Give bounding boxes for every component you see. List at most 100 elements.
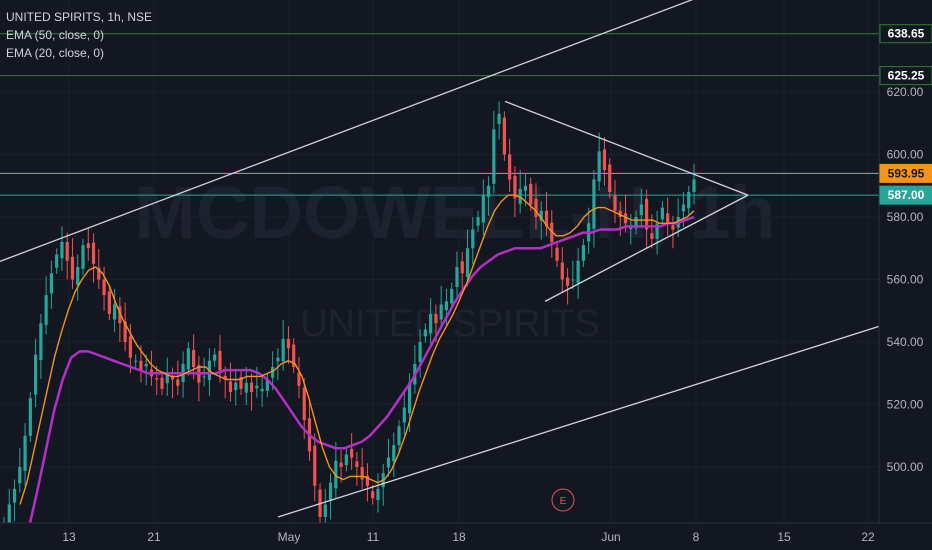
price-label-text: 638.65 — [888, 27, 925, 41]
time-axis-ticks: 13 21 May 11 18 Jun 8 15 22 — [62, 530, 875, 544]
trendlines[interactable] — [0, 0, 880, 518]
ema20-line — [19, 194, 695, 505]
x-tick-label: Jun — [601, 530, 620, 544]
price-label-text: 593.95 — [888, 166, 925, 180]
candle-body — [486, 185, 491, 197]
candle-body — [260, 388, 264, 392]
candle-body — [55, 254, 59, 268]
legend-symbol-title[interactable]: UNITED SPIRITS, 1h, NSE — [6, 10, 153, 24]
candle-body — [255, 385, 259, 389]
candle-body — [244, 382, 248, 393]
candle-body — [281, 338, 285, 362]
candle-body — [576, 260, 580, 284]
y-tick-label: 580.00 — [887, 210, 924, 224]
x-tick-label: 13 — [62, 530, 76, 544]
candle-body — [623, 213, 628, 224]
candle-body — [539, 210, 543, 221]
x-tick-label: 8 — [693, 530, 700, 544]
time-axis[interactable] — [0, 523, 932, 550]
price-axis[interactable] — [879, 0, 932, 523]
earnings-event-marker[interactable]: E — [551, 488, 575, 512]
candle-body — [297, 372, 301, 386]
candle-body — [650, 233, 654, 239]
candle-body — [186, 348, 190, 370]
candle-body — [581, 245, 585, 261]
candle-body — [392, 445, 396, 462]
candle-body — [265, 379, 269, 391]
candle-body — [118, 306, 122, 324]
candle-body — [460, 261, 464, 274]
price-labels: 638.65 625.25 593.95 587.00 — [879, 24, 932, 205]
candle-body — [418, 342, 422, 362]
earnings-event-label: E — [560, 496, 567, 507]
channel-lower-line[interactable] — [277, 325, 880, 518]
y-tick-label: 540.00 — [887, 335, 924, 349]
candle-body — [529, 183, 533, 205]
candle-body — [660, 207, 664, 220]
legend-ema20[interactable]: EMA (20, close, 0) — [6, 46, 105, 60]
y-tick-label: 600.00 — [887, 148, 924, 162]
candle-body — [213, 354, 217, 361]
candle-body — [160, 377, 164, 389]
candle-body — [86, 243, 90, 249]
legend-ema50[interactable]: EMA (50, close, 0) — [6, 28, 105, 42]
candle-body — [655, 223, 659, 239]
candle-body — [355, 461, 359, 467]
candle-body — [692, 179, 696, 192]
y-tick-label: 560.00 — [887, 273, 924, 287]
candle-body — [386, 457, 391, 468]
candle-body — [23, 435, 27, 471]
channel-upper-line[interactable] — [0, 0, 820, 262]
candle-body — [513, 175, 517, 199]
price-label-text: 625.25 — [888, 69, 925, 83]
candle-body — [18, 467, 22, 484]
price-label-box — [879, 66, 932, 86]
watermark-symbol: MCDOWELL-N, 1h — [134, 171, 775, 254]
triangle-lower-line[interactable] — [544, 194, 749, 302]
candle-body — [439, 304, 443, 320]
candle-body — [313, 445, 317, 486]
candle-body — [34, 354, 38, 395]
horizontal-lines[interactable] — [0, 33, 879, 196]
candle-body — [429, 313, 433, 334]
candle-body — [144, 363, 148, 367]
earnings-event-circle — [551, 488, 575, 512]
candle-body — [618, 210, 622, 217]
candle-body — [276, 357, 280, 362]
chart-legend: UNITED SPIRITS, 1h, NSE EMA (50, close, … — [6, 8, 152, 62]
candle-body — [323, 504, 327, 517]
candle-body — [350, 448, 354, 458]
candle-body — [7, 504, 11, 526]
candle-body — [39, 323, 43, 361]
candle-body — [523, 185, 528, 191]
candle-body — [234, 382, 238, 391]
candle-body — [155, 378, 159, 380]
candle-body — [423, 329, 427, 337]
x-tick-label: 22 — [861, 530, 875, 544]
candle-body — [444, 301, 449, 311]
candle-body — [434, 313, 438, 324]
candle-body — [239, 377, 243, 389]
candle-body — [302, 387, 306, 421]
candle-body — [91, 242, 96, 264]
candle-body — [12, 488, 17, 503]
candle-body — [128, 336, 133, 358]
candle-body — [81, 245, 85, 269]
candle-body — [497, 113, 501, 124]
candle-body — [170, 377, 175, 380]
candle-body — [376, 488, 380, 501]
candle-body — [508, 154, 512, 180]
ema-lines — [19, 194, 695, 550]
candle-body — [70, 257, 75, 280]
candle-body — [465, 248, 470, 277]
candle-body — [534, 198, 538, 217]
candle-body — [123, 321, 127, 342]
candle-body — [597, 151, 601, 182]
triangle-upper-line[interactable] — [504, 100, 749, 196]
candle-body — [471, 229, 475, 249]
y-tick-label: 520.00 — [887, 398, 924, 412]
candle-body — [671, 225, 675, 230]
candle-body — [666, 213, 670, 224]
ema50-line — [21, 215, 695, 550]
